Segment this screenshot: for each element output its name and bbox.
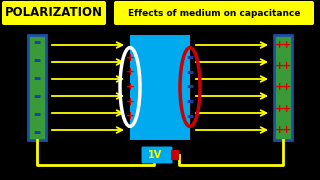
Text: +: + — [126, 97, 134, 107]
Text: ▬: ▬ — [186, 112, 194, 121]
Text: +: + — [126, 53, 134, 63]
Text: ▬: ▬ — [33, 74, 41, 83]
Bar — [274, 35, 292, 140]
Text: ▬: ▬ — [33, 92, 41, 101]
FancyBboxPatch shape — [141, 147, 172, 163]
Text: +: + — [275, 104, 284, 114]
Text: +: + — [126, 82, 134, 92]
FancyBboxPatch shape — [114, 1, 314, 25]
Text: ▬: ▬ — [33, 127, 41, 136]
Text: ▬: ▬ — [186, 97, 194, 106]
FancyBboxPatch shape — [2, 1, 106, 25]
Text: Effects of medium on capacitance: Effects of medium on capacitance — [128, 8, 300, 17]
Text: POLARIZATION: POLARIZATION — [5, 6, 103, 19]
Text: ▬: ▬ — [186, 68, 194, 77]
Text: ▬: ▬ — [186, 53, 194, 62]
Text: ▬: ▬ — [33, 56, 41, 65]
Text: +: + — [282, 125, 292, 135]
Bar — [171, 150, 179, 160]
Text: 1V: 1V — [148, 150, 162, 160]
Bar — [28, 35, 46, 140]
Text: +: + — [275, 40, 284, 50]
Text: +: + — [275, 82, 284, 93]
Text: +: + — [282, 61, 292, 71]
Text: ▬: ▬ — [33, 110, 41, 119]
Text: +: + — [275, 61, 284, 71]
Text: ▬: ▬ — [186, 82, 194, 91]
Text: +: + — [126, 67, 134, 77]
Text: +: + — [126, 111, 134, 121]
Text: ▬: ▬ — [33, 39, 41, 48]
Text: +: + — [282, 40, 292, 50]
Text: +: + — [282, 104, 292, 114]
Bar — [130, 35, 190, 140]
Text: +: + — [275, 125, 284, 135]
Text: +: + — [282, 82, 292, 93]
